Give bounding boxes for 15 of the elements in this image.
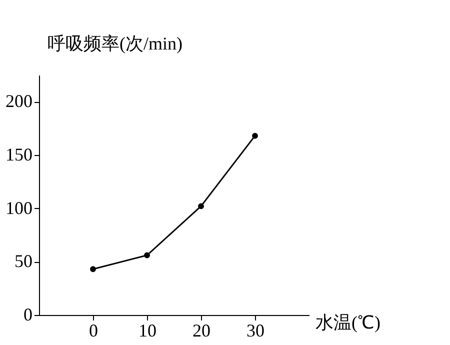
y-tick-label: 150 <box>6 144 32 164</box>
y-tick-label: 200 <box>6 91 32 112</box>
x-tick-label: 0 <box>89 320 98 340</box>
point <box>90 266 96 272</box>
x-axis-title: 水温(℃) <box>316 312 380 332</box>
y-tick-label: 100 <box>6 198 32 218</box>
point <box>144 252 150 258</box>
y-axis-title: 呼吸频率(次/min) <box>48 34 182 54</box>
x-tick-label: 30 <box>246 320 264 340</box>
point <box>198 203 204 210</box>
y-tick-label: 0 <box>24 304 32 324</box>
point <box>252 132 258 139</box>
x-tick-label: 20 <box>192 320 210 340</box>
y-tick-label: 50 <box>14 251 32 272</box>
x-tick-label: 10 <box>138 320 156 340</box>
